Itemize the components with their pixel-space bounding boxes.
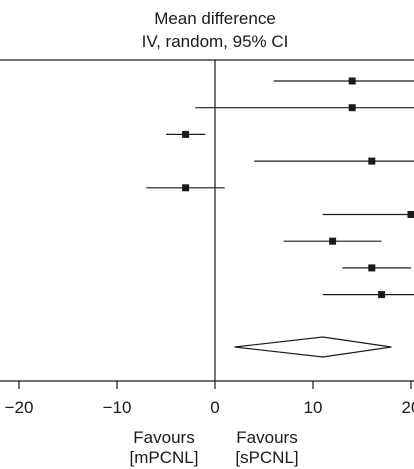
favours-left-line1: Favours	[133, 428, 194, 447]
study-bracket: ]	[0, 234, 1, 251]
study-bracket: ]	[0, 208, 1, 225]
x-tick-label: −10	[103, 398, 132, 417]
x-tick-label: 10	[304, 398, 323, 417]
study-bracket: ]	[0, 288, 1, 305]
x-tick-label: 0	[210, 398, 219, 417]
x-tick-label: 20	[402, 398, 414, 417]
point-estimate	[368, 157, 376, 165]
point-estimate	[348, 77, 356, 85]
study-bracket: ]	[0, 101, 1, 118]
study-bracket: ]	[0, 181, 1, 198]
point-estimate	[182, 130, 190, 138]
chart-title-line1: Mean difference	[154, 9, 276, 28]
point-estimate	[378, 291, 386, 299]
pooled-bracket: ]	[0, 340, 1, 357]
point-estimate	[368, 264, 376, 272]
chart-title-line2: IV, random, 95% CI	[142, 32, 289, 51]
point-estimate	[182, 184, 190, 192]
point-estimate	[407, 211, 414, 218]
favours-left-line2: [mPCNL]	[130, 448, 199, 467]
study-bracket: ]	[0, 261, 1, 278]
x-tick-label: −20	[5, 398, 34, 417]
favours-right-line1: Favours	[236, 428, 297, 447]
favours-right-line2: [sPCNL]	[235, 448, 298, 467]
point-estimate	[329, 237, 337, 245]
study-bracket: ]	[0, 127, 1, 144]
pooled-diamond	[234, 336, 392, 358]
study-bracket: ]	[0, 74, 1, 91]
study-bracket: ]	[0, 154, 1, 171]
point-estimate	[348, 104, 356, 112]
